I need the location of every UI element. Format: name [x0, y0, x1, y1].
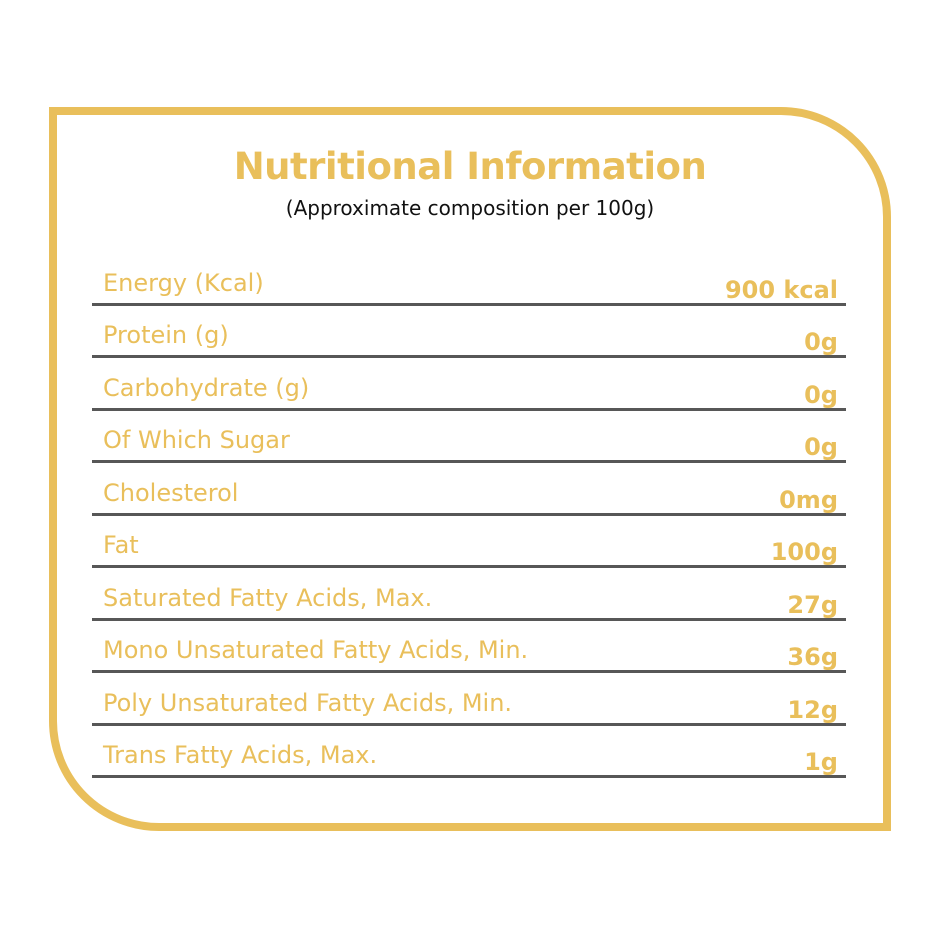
- row-value: 1g: [804, 748, 838, 776]
- row-label: Trans Fatty Acids, Max.: [103, 741, 378, 769]
- table-row: Of Which Sugar 0g: [92, 411, 846, 463]
- row-value: 900 kcal: [724, 275, 838, 304]
- row-label: Protein (g): [103, 321, 229, 349]
- row-value: 36g: [787, 643, 838, 671]
- table-row: Energy (Kcal) 900 kcal: [92, 253, 846, 306]
- table-row: Fat 100g: [92, 516, 846, 568]
- page-title: Nutritional Information: [233, 145, 707, 188]
- row-label: Energy (Kcal): [103, 268, 264, 297]
- row-value: 27g: [787, 590, 838, 619]
- table-row: Cholesterol 0mg: [92, 463, 846, 516]
- row-label: Fat: [103, 531, 139, 559]
- row-label: Poly Unsaturated Fatty Acids, Min.: [103, 688, 513, 717]
- table-row: Protein (g) 0g: [92, 306, 846, 358]
- row-label: Of Which Sugar: [103, 426, 290, 454]
- row-value: 0g: [804, 433, 838, 461]
- row-value: 12g: [787, 695, 838, 724]
- row-value: 100g: [770, 538, 838, 566]
- table-row: Mono Unsaturated Fatty Acids, Min. 36g: [92, 621, 846, 673]
- row-value: 0mg: [779, 485, 838, 514]
- row-value: 0g: [804, 328, 838, 356]
- row-label: Cholesterol: [103, 478, 239, 507]
- table-row: Carbohydrate (g) 0g: [92, 358, 846, 411]
- table-row: Poly Unsaturated Fatty Acids, Min. 12g: [92, 673, 846, 726]
- row-label: Saturated Fatty Acids, Max.: [103, 583, 433, 612]
- table-row: Saturated Fatty Acids, Max. 27g: [92, 568, 846, 621]
- table-row: Trans Fatty Acids, Max. 1g: [92, 726, 846, 778]
- row-label: Carbohydrate (g): [103, 373, 310, 402]
- nutrition-table: Energy (Kcal) 900 kcal Protein (g) 0g Carb…: [92, 253, 846, 778]
- page-subtitle: (Approximate composition per 100g): [285, 196, 655, 220]
- row-value: 0g: [804, 380, 838, 409]
- label-frame: [49, 107, 891, 831]
- row-label: Mono Unsaturated Fatty Acids, Min.: [103, 636, 529, 664]
